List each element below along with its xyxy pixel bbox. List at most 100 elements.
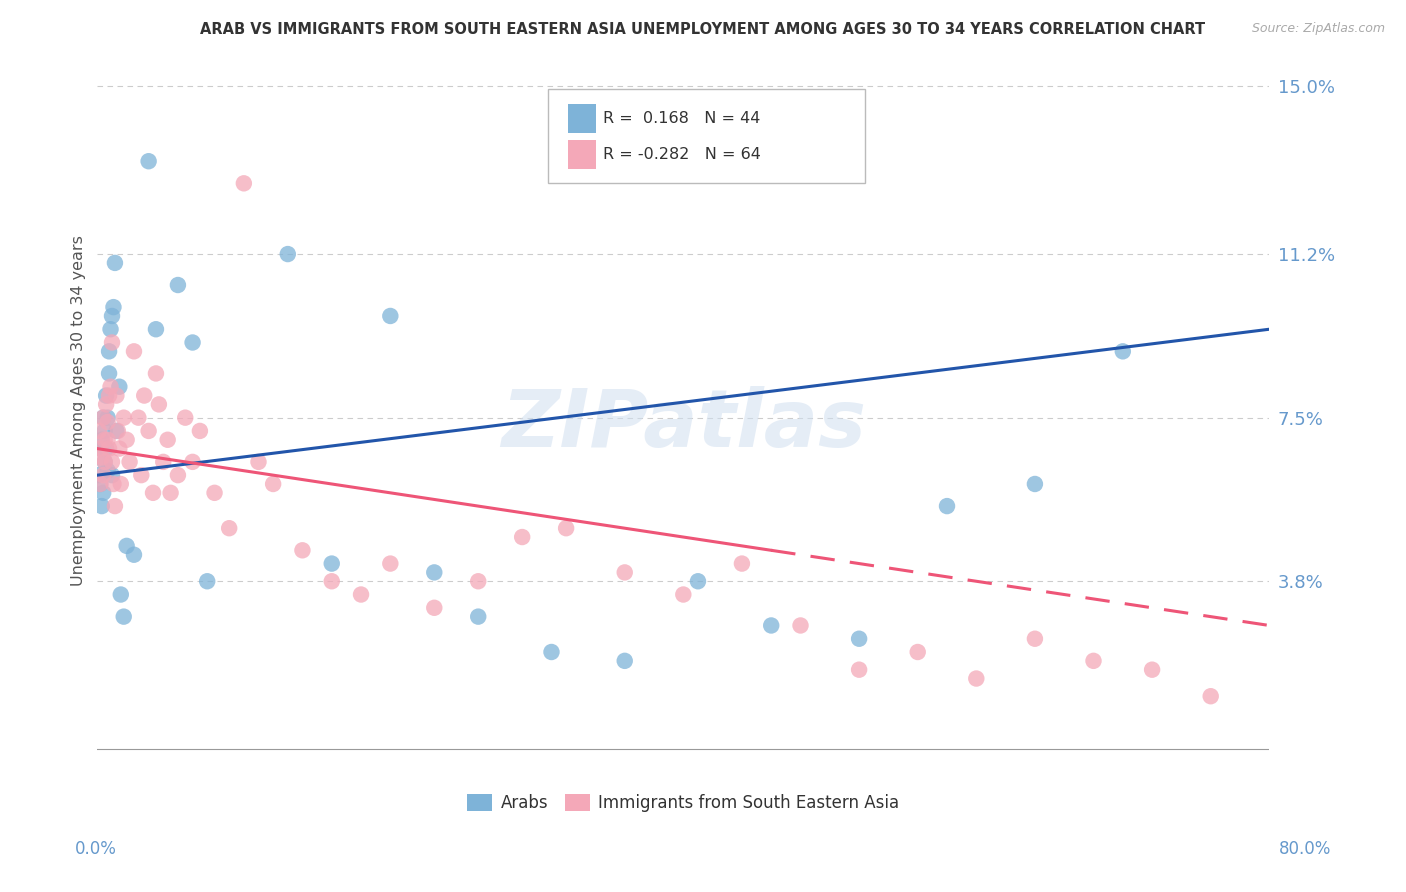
Point <box>110 477 132 491</box>
Point <box>159 485 181 500</box>
Legend: Arabs, Immigrants from South Eastern Asia: Arabs, Immigrants from South Eastern Asi… <box>463 789 904 817</box>
Point <box>350 588 373 602</box>
Point <box>98 367 121 381</box>
Point <box>103 300 125 314</box>
Point <box>94 397 117 411</box>
Point <box>467 609 489 624</box>
Point <box>321 574 343 589</box>
Point <box>232 177 254 191</box>
Point <box>204 485 226 500</box>
Point <box>93 455 115 469</box>
Point <box>936 499 959 513</box>
Point <box>104 499 127 513</box>
Point <box>380 557 402 571</box>
Point <box>97 464 120 478</box>
Point <box>89 442 111 456</box>
Point <box>101 455 124 469</box>
Point <box>98 388 121 402</box>
Point <box>134 388 156 402</box>
Point <box>98 344 121 359</box>
Point <box>97 410 120 425</box>
Point <box>90 433 112 447</box>
Point <box>1024 632 1046 646</box>
Point <box>122 548 145 562</box>
Point <box>101 335 124 350</box>
Point <box>555 521 578 535</box>
Point <box>87 424 110 438</box>
Point <box>1199 690 1222 704</box>
Point <box>105 424 128 438</box>
Point <box>145 367 167 381</box>
Text: R =  0.168   N = 44: R = 0.168 N = 44 <box>603 112 761 126</box>
Y-axis label: Unemployment Among Ages 30 to 34 years: Unemployment Among Ages 30 to 34 years <box>72 235 86 586</box>
Point <box>195 574 218 589</box>
Point <box>1024 477 1046 491</box>
Point <box>118 455 141 469</box>
Point <box>110 588 132 602</box>
Point <box>97 415 120 429</box>
Text: 80.0%: 80.0% <box>1278 840 1331 858</box>
Point <box>148 397 170 411</box>
Point <box>105 388 128 402</box>
Point <box>686 574 709 589</box>
Point <box>90 499 112 513</box>
Point <box>89 477 111 491</box>
Point <box>98 442 121 456</box>
Point <box>112 410 135 425</box>
Point <box>107 424 129 438</box>
Point <box>145 322 167 336</box>
Point <box>93 455 115 469</box>
Point <box>93 424 115 438</box>
Point <box>127 410 149 425</box>
Point <box>613 566 636 580</box>
Text: ZIPatlas: ZIPatlas <box>501 386 866 465</box>
Point <box>321 557 343 571</box>
Point <box>965 672 987 686</box>
Point <box>848 663 870 677</box>
Point <box>91 485 114 500</box>
Point <box>104 256 127 270</box>
Point <box>467 574 489 589</box>
Point <box>89 477 111 491</box>
Point <box>91 468 114 483</box>
Point <box>100 380 122 394</box>
Point <box>89 442 111 456</box>
Point <box>672 588 695 602</box>
Point <box>181 455 204 469</box>
Point <box>167 468 190 483</box>
Point <box>115 433 138 447</box>
Point <box>380 309 402 323</box>
Point <box>115 539 138 553</box>
Point <box>510 530 533 544</box>
Point <box>112 609 135 624</box>
Point <box>103 477 125 491</box>
Point <box>247 455 270 469</box>
Point <box>97 433 120 447</box>
Point <box>262 477 284 491</box>
Point <box>138 424 160 438</box>
Point <box>108 442 131 456</box>
Text: Source: ZipAtlas.com: Source: ZipAtlas.com <box>1251 22 1385 36</box>
Text: ARAB VS IMMIGRANTS FROM SOUTH EASTERN ASIA UNEMPLOYMENT AMONG AGES 30 TO 34 YEAR: ARAB VS IMMIGRANTS FROM SOUTH EASTERN AS… <box>201 22 1205 37</box>
Point <box>94 388 117 402</box>
Point <box>181 335 204 350</box>
Point <box>152 455 174 469</box>
Point <box>789 618 811 632</box>
Point <box>907 645 929 659</box>
Point <box>188 424 211 438</box>
Point <box>91 410 114 425</box>
Point <box>122 344 145 359</box>
Point <box>423 566 446 580</box>
Point <box>100 322 122 336</box>
Point <box>87 468 110 483</box>
Point <box>93 433 115 447</box>
Point <box>94 442 117 456</box>
Point <box>277 247 299 261</box>
Point <box>540 645 562 659</box>
Point <box>848 632 870 646</box>
Point <box>731 557 754 571</box>
Point <box>142 485 165 500</box>
Point <box>174 410 197 425</box>
Point <box>613 654 636 668</box>
Text: 0.0%: 0.0% <box>75 840 117 858</box>
